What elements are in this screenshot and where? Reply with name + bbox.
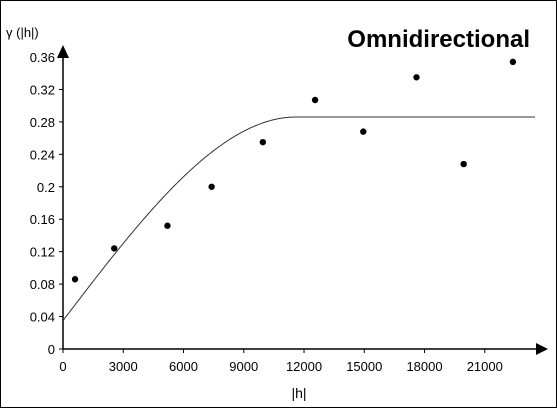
y-tick-label: 0.24 [30, 147, 55, 162]
y-tick-label: 0.36 [30, 50, 55, 65]
y-tick-label: 0.08 [30, 277, 55, 292]
y-tick-label: 0.2 [37, 180, 55, 195]
chart-title: Omnidirectional [347, 26, 530, 53]
data-point [509, 58, 517, 66]
axes [57, 45, 548, 355]
data-point [164, 222, 171, 229]
x-tick-label: 12000 [286, 359, 322, 374]
data-point [360, 128, 367, 135]
x-axis-label: |h| [291, 385, 306, 401]
model-curve [62, 116, 535, 321]
y-axis-label: γ (|h|) [6, 25, 39, 40]
y-tick-label: 0 [48, 342, 55, 357]
y-axis-arrow [57, 45, 69, 58]
x-tick-label: 3000 [109, 359, 138, 374]
y-tick-label: 0.32 [30, 82, 55, 97]
y-tick-label: 0.28 [30, 115, 55, 130]
y-tick-label: 0.12 [30, 245, 55, 260]
x-tick-label: 18000 [406, 359, 442, 374]
y-tick-label: 0.04 [30, 310, 55, 325]
data-point [413, 74, 420, 81]
x-tick-label: 6000 [169, 359, 198, 374]
data-points [71, 58, 517, 283]
data-point [311, 96, 319, 104]
data-point [208, 183, 215, 190]
data-point [71, 276, 79, 283]
x-tick-label: 21000 [467, 359, 503, 374]
data-point [460, 160, 467, 168]
data-point [259, 138, 267, 146]
tick-labels: 0 3000 6000 9000 12000 15000 18000 21000 0 0.04 0.… [30, 50, 503, 374]
x-tick-label: 15000 [346, 359, 382, 374]
x-tick-label: 9000 [229, 359, 258, 374]
y-tick-label: 0.16 [30, 212, 55, 227]
x-tick-label: 0 [59, 359, 66, 374]
data-point [111, 245, 118, 252]
x-axis-arrow [536, 343, 548, 355]
model-line [62, 116, 535, 321]
